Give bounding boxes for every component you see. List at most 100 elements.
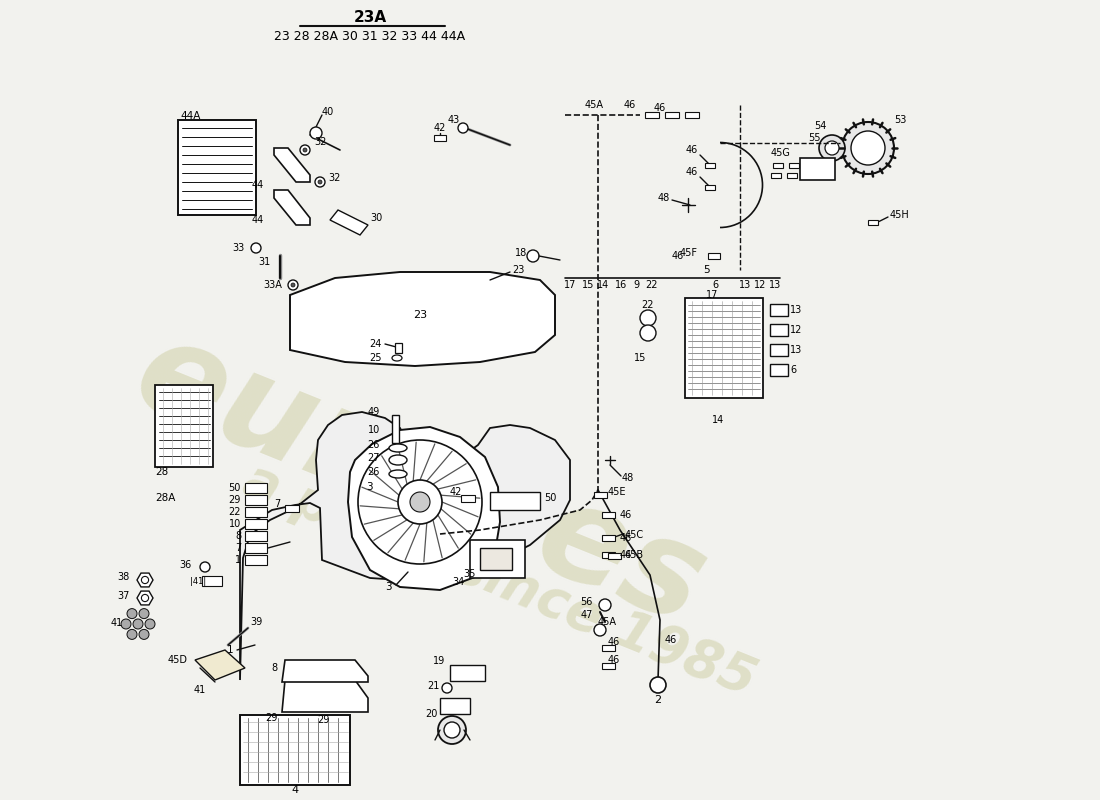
Text: 10: 10 (367, 425, 380, 435)
Text: 49: 49 (367, 407, 380, 417)
Text: 45E: 45E (608, 487, 627, 497)
Text: 18: 18 (515, 248, 527, 258)
Text: 23: 23 (412, 310, 427, 320)
Text: 44: 44 (252, 180, 264, 190)
Circle shape (640, 325, 656, 341)
Circle shape (142, 576, 148, 584)
Text: 5: 5 (703, 265, 710, 275)
Text: 45A: 45A (598, 617, 617, 627)
Text: 2: 2 (654, 695, 661, 705)
Bar (178, 120, 256, 215)
Circle shape (851, 131, 886, 165)
Bar (770, 324, 788, 336)
Text: 48: 48 (658, 193, 670, 203)
Bar (685, 112, 698, 118)
Text: 46: 46 (685, 145, 698, 155)
Bar (705, 163, 715, 168)
Bar (800, 158, 835, 180)
Text: 33A: 33A (263, 280, 282, 290)
Bar (490, 492, 540, 510)
Circle shape (300, 145, 310, 155)
Circle shape (145, 619, 155, 629)
Text: 25: 25 (370, 353, 382, 363)
Text: 41: 41 (111, 618, 123, 628)
Text: 55: 55 (807, 133, 821, 143)
Bar (202, 576, 222, 586)
Text: 16: 16 (615, 280, 627, 290)
Circle shape (292, 283, 295, 287)
Text: 33: 33 (233, 243, 245, 253)
Text: 35: 35 (463, 569, 476, 579)
Bar (602, 512, 615, 518)
Bar (773, 163, 783, 168)
Text: 41: 41 (194, 685, 206, 695)
Circle shape (126, 630, 138, 639)
Bar (705, 185, 715, 190)
Bar (245, 495, 267, 505)
Text: 28: 28 (155, 467, 168, 477)
Bar (461, 495, 475, 502)
Bar (602, 552, 615, 558)
Circle shape (142, 594, 148, 602)
Text: 46: 46 (653, 103, 667, 113)
Circle shape (650, 677, 666, 693)
Text: 15: 15 (582, 280, 594, 290)
Polygon shape (195, 650, 245, 680)
Polygon shape (138, 591, 153, 605)
Text: 37: 37 (118, 591, 130, 601)
Ellipse shape (389, 470, 407, 478)
Text: |41|: |41| (190, 577, 206, 586)
Text: 22: 22 (641, 300, 654, 310)
Text: 30: 30 (370, 213, 383, 223)
Text: 39: 39 (250, 617, 262, 627)
Text: 38: 38 (118, 572, 130, 582)
Bar (480, 548, 512, 570)
Circle shape (842, 122, 894, 174)
Text: a parts since 1985: a parts since 1985 (236, 454, 763, 706)
Bar (608, 553, 622, 559)
Text: 44A: 44A (180, 111, 200, 121)
Circle shape (442, 683, 452, 693)
Polygon shape (282, 680, 369, 712)
Text: 10: 10 (229, 519, 241, 529)
Bar (594, 492, 607, 498)
Text: 21: 21 (428, 681, 440, 691)
Text: 19: 19 (432, 656, 446, 666)
Text: 24: 24 (370, 339, 382, 349)
Bar (602, 535, 615, 541)
Text: 42: 42 (433, 123, 447, 133)
Text: 54: 54 (814, 121, 826, 131)
Text: 46: 46 (620, 533, 632, 543)
Text: 6: 6 (712, 280, 718, 290)
Text: 15: 15 (634, 353, 646, 363)
Bar (245, 519, 267, 529)
Circle shape (820, 135, 845, 161)
Text: 23 28 28A 30 31 32 33 44 44A: 23 28 28A 30 31 32 33 44 44A (274, 30, 465, 42)
Text: 13: 13 (790, 305, 802, 315)
Bar (434, 135, 446, 141)
Circle shape (200, 562, 210, 572)
Circle shape (594, 624, 606, 636)
Polygon shape (348, 427, 500, 590)
Text: 48: 48 (621, 473, 635, 483)
Text: 22: 22 (229, 507, 241, 517)
Text: 8: 8 (235, 531, 241, 541)
Bar (786, 173, 798, 178)
Circle shape (825, 141, 839, 155)
Text: 46: 46 (666, 635, 678, 645)
Circle shape (315, 177, 324, 187)
Bar (245, 543, 267, 553)
Bar (245, 555, 267, 565)
Text: 3: 3 (385, 582, 392, 592)
Text: 9: 9 (632, 280, 639, 290)
Polygon shape (274, 190, 310, 225)
Text: 46: 46 (620, 510, 632, 520)
Circle shape (288, 280, 298, 290)
Polygon shape (240, 412, 570, 680)
Text: 46: 46 (672, 251, 684, 261)
Text: 8: 8 (272, 663, 278, 673)
Bar (470, 540, 525, 578)
Ellipse shape (392, 355, 402, 361)
Circle shape (302, 148, 307, 152)
Circle shape (410, 492, 430, 512)
